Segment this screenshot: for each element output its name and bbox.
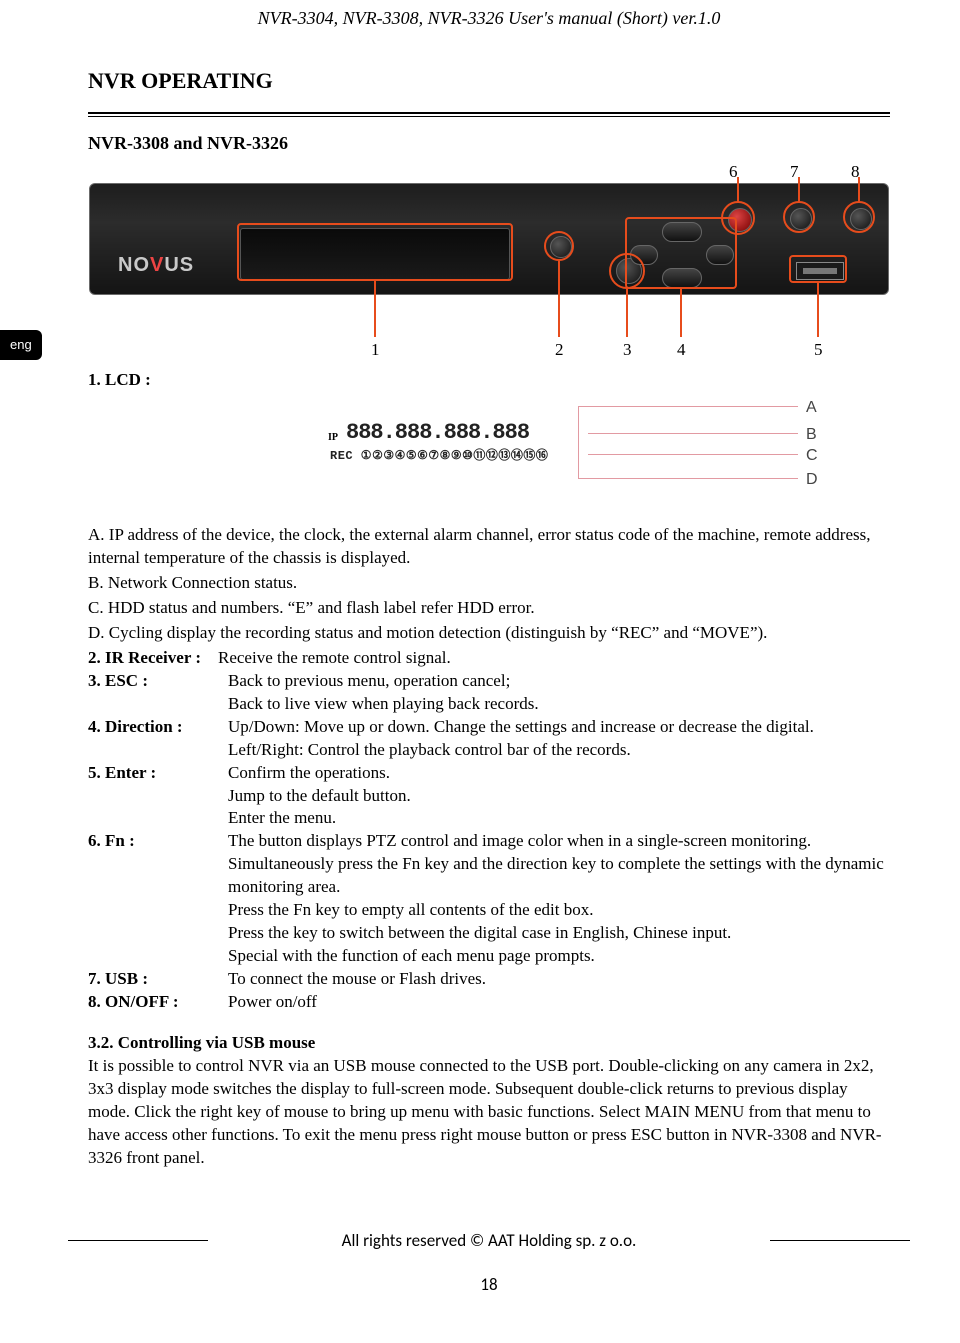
logo-pre: NO — [118, 254, 150, 276]
fn-t4: Press the key to switch between the digi… — [228, 922, 890, 945]
footer: All rights reserved © AAT Holding sp. z … — [88, 1230, 890, 1253]
line-8 — [858, 177, 860, 203]
ld-label-a: A — [806, 397, 817, 419]
model-subheading: NVR-3308 and NVR-3326 — [88, 131, 890, 155]
ld-line-a — [578, 406, 798, 407]
fn-t3: Press the Fn key to empty all contents o… — [228, 899, 890, 922]
body-text: A. IP address of the device, the clock, … — [88, 524, 890, 1169]
esc-t2: Back to live view when playing back reco… — [228, 693, 890, 716]
ir-text: Receive the remote control signal. — [218, 647, 890, 670]
ip-tag: IP — [328, 431, 338, 445]
fn-t2: Simultaneously press the Fn key and the … — [228, 853, 890, 899]
callout-4: 4 — [677, 339, 686, 362]
ld-label-c: C — [806, 445, 818, 467]
section-heading: NVR OPERATING — [88, 66, 890, 96]
lcd-diagram: IP 888.888.888.888 REC ①②③④⑤⑥⑦⑧⑨⑩⑪⑫⑬⑭⑮⑯ … — [328, 396, 848, 506]
ld-vline — [578, 406, 579, 478]
doc-header: NVR-3304, NVR-3308, NVR-3326 User's manu… — [88, 6, 890, 30]
fn-label: 6. Fn : — [88, 830, 228, 853]
dir-label: 4. Direction : — [88, 716, 228, 762]
callout-1: 1 — [371, 339, 380, 362]
logo-post: US — [164, 254, 194, 276]
enter-t2: Jump to the default button. — [228, 785, 890, 808]
footer-rule-right — [770, 1240, 910, 1241]
callout-box-4 — [625, 217, 737, 289]
sec32-heading: 3.2. Controlling via USB mouse — [88, 1032, 890, 1055]
desc-a: A. IP address of the device, the clock, … — [88, 524, 890, 570]
usb-t1: To connect the mouse or Flash drives. — [228, 968, 890, 991]
esc-label: 3. ESC : — [88, 670, 228, 693]
footer-text: All rights reserved © AAT Holding sp. z … — [342, 1230, 637, 1251]
footer-rule-left — [68, 1240, 208, 1241]
line-3 — [626, 289, 628, 337]
enter-label: 5. Enter : — [88, 762, 228, 785]
page-number: 18 — [88, 1274, 890, 1297]
line-2 — [558, 261, 560, 337]
desc-c: C. HDD status and numbers. “E” and flash… — [88, 597, 890, 620]
icon-row: REC ①②③④⑤⑥⑦⑧⑨⑩⑪⑫⑬⑭⑮⑯ — [330, 448, 548, 464]
onoff-t1: Power on/off — [228, 991, 890, 1014]
enter-t3: Enter the menu. — [228, 807, 890, 830]
logo-v: V — [150, 254, 164, 276]
device-illustration: 6 7 8 NOVUS — [89, 161, 889, 361]
fn-t1: The button displays PTZ control and imag… — [228, 830, 890, 853]
section-rule — [88, 112, 890, 117]
callout-3: 3 — [623, 339, 632, 362]
desc-b: B. Network Connection status. — [88, 572, 890, 595]
dir-t1: Up/Down: Move up or down. Change the set… — [228, 716, 890, 762]
callout-box-5 — [789, 255, 847, 283]
enter-t1: Confirm the operations. — [228, 762, 890, 785]
novus-logo: NOVUS — [118, 252, 194, 279]
desc-d: D. Cycling display the recording status … — [88, 622, 890, 645]
ld-line-b — [588, 433, 798, 434]
line-5 — [817, 283, 819, 337]
esc-t1: Back to previous menu, operation cancel; — [228, 670, 890, 693]
callout-2: 2 — [555, 339, 564, 362]
usb-label: 7. USB : — [88, 968, 228, 991]
lcd-heading: 1. LCD : — [88, 369, 890, 392]
sec32-body: It is possible to control NVR via an USB… — [88, 1055, 890, 1170]
line-6 — [737, 177, 739, 203]
line-1 — [374, 281, 376, 337]
callout-box-1 — [237, 223, 513, 281]
ld-label-b: B — [806, 424, 817, 446]
line-4 — [680, 289, 682, 337]
ld-line-c — [588, 454, 798, 455]
line-7 — [798, 177, 800, 203]
seg-row: 888.888.888.888 — [346, 418, 529, 448]
ld-line-d — [578, 478, 798, 479]
ir-label: 2. IR Receiver : — [88, 647, 218, 670]
fn-t5: Special with the function of each menu p… — [228, 945, 890, 968]
ld-label-d: D — [806, 469, 818, 491]
onoff-label: 8. ON/OFF : — [88, 991, 228, 1014]
callout-5: 5 — [814, 339, 823, 362]
